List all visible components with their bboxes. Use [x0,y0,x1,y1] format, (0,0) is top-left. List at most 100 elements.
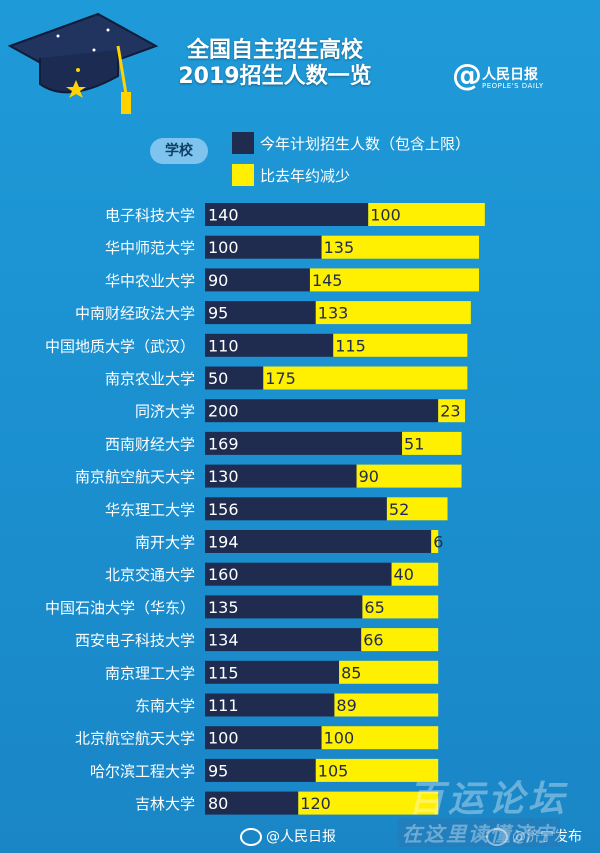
value-label-reduction: 100 [370,206,401,225]
value-label-reduction: 133 [318,304,349,323]
legend-dark-swatch [232,132,254,154]
category-label: 西安电子科技大学 [75,632,195,650]
bar-reduction [362,595,439,619]
value-label-reduction: 52 [389,500,409,519]
bar-planned [205,203,369,226]
bar-row: 哈尔滨工程大学 95 105 [90,758,439,782]
value-label-reduction: 120 [300,794,331,813]
bar-row: 北京航空航天大学 100 100 [75,726,439,750]
value-label-reduction: 100 [324,729,355,748]
title-line-2: 2019招生人数一览 [178,64,372,89]
category-label: 同济大学 [135,403,195,421]
value-label-planned: 134 [208,631,239,650]
bar-row: 南京航空航天大学 130 90 [75,464,462,488]
title-line-1: 全国自主招生高校 [186,38,363,63]
category-label: 北京交通大学 [105,566,195,584]
legend-yellow-label: 比去年约减少 [260,167,351,185]
bar-planned [205,333,334,357]
bar-row: 中国石油大学（华东） 135 65 [45,595,439,619]
value-label-reduction: 145 [312,271,343,290]
bar-row: 华中农业大学 90 145 [105,268,480,292]
value-label-reduction: 40 [394,565,414,584]
bar-planned [205,693,335,717]
value-label-planned: 140 [208,206,239,225]
category-label: 西南财经大学 [105,435,195,453]
category-label: 华中师范大学 [105,239,195,257]
bar-reduction [315,301,471,325]
category-label: 中国地质大学（武汉） [45,337,195,355]
bar-reduction [309,268,480,292]
value-label-planned: 130 [208,467,239,486]
bar-reduction [386,497,448,521]
bar-reduction [391,562,439,586]
category-label: 吉林大学 [135,795,195,813]
bar-row: 南京农业大学 50 175 [105,366,468,390]
value-label-planned: 50 [208,369,228,388]
value-label-reduction: 65 [364,598,384,617]
bar-planned [205,301,316,325]
bar-planned [205,399,439,423]
category-label: 南京农业大学 [105,370,195,388]
category-label: 电子科技大学 [105,207,195,225]
bar-row: 中国地质大学（武汉） 110 115 [45,333,468,357]
bar-planned [205,660,340,684]
bar-row: 同济大学 200 23 [135,399,466,423]
bar-planned [205,497,387,521]
value-label-reduction: 105 [318,761,349,780]
school-column-badge: 学校 [150,138,208,164]
logo-subtitle: PEOPLE'S DAILY [482,82,544,90]
bar-planned [205,791,299,815]
value-label-reduction: 6 [433,533,443,552]
bar-reduction [438,399,466,423]
value-label-planned: 100 [208,238,239,257]
bar-planned [205,268,310,292]
category-label: 北京航空航天大学 [75,730,195,748]
bar-row: 东南大学 111 89 [135,693,439,717]
bar-planned [205,464,357,488]
value-label-planned: 110 [208,336,239,355]
category-label: 东南大学 [135,697,195,715]
bar-planned [205,628,362,652]
category-label: 华东理工大学 [105,501,195,519]
graduation-cap-icon [8,12,158,114]
category-label: 南开大学 [135,534,195,552]
bar-reduction [339,660,439,684]
bar-planned [205,235,322,259]
category-label: 哈尔滨工程大学 [90,762,195,780]
bar-row: 华东理工大学 156 52 [105,497,448,521]
value-label-planned: 135 [208,598,239,617]
bar-planned [205,431,403,455]
bar-reduction [334,693,439,717]
value-label-planned: 80 [208,794,228,813]
bar-reduction [321,235,480,259]
value-label-planned: 100 [208,729,239,748]
bar-row: 南京理工大学 115 85 [105,660,439,684]
value-label-reduction: 85 [341,663,361,682]
page-title: 全国自主招生高校 2019招生人数一览 [150,38,400,90]
bar-reduction [368,203,485,226]
value-label-reduction: 51 [404,434,424,453]
value-label-planned: 169 [208,434,239,453]
bar-reduction [361,628,439,652]
bar-row: 中南财经政法大学 95 133 [75,301,471,325]
category-label: 中南财经政法大学 [75,305,195,323]
category-label: 南京理工大学 [105,664,195,682]
value-label-planned: 160 [208,565,239,584]
category-label: 华中农业大学 [105,272,195,290]
header: 全国自主招生高校 2019招生人数一览 @ 人民日报 PEOPLE'S DAIL… [0,0,600,120]
bar-reduction [315,758,439,782]
bar-row: 华中师范大学 100 135 [105,235,480,259]
bar-reduction [431,530,439,553]
value-label-planned: 200 [208,402,239,421]
bar-planned [205,758,316,782]
watermark-line-1: 百运论坛 [408,779,569,820]
value-label-planned: 194 [208,533,239,552]
value-label-planned: 111 [208,696,239,715]
value-label-planned: 90 [208,271,228,290]
bar-reduction [263,366,468,390]
peoples-daily-logo: @ 人民日报 PEOPLE'S DAILY [452,58,572,94]
bar-reduction [356,464,462,488]
bar-row: 电子科技大学 140 100 [105,203,485,226]
value-label-reduction: 175 [265,369,296,388]
value-label-planned: 115 [208,663,239,682]
